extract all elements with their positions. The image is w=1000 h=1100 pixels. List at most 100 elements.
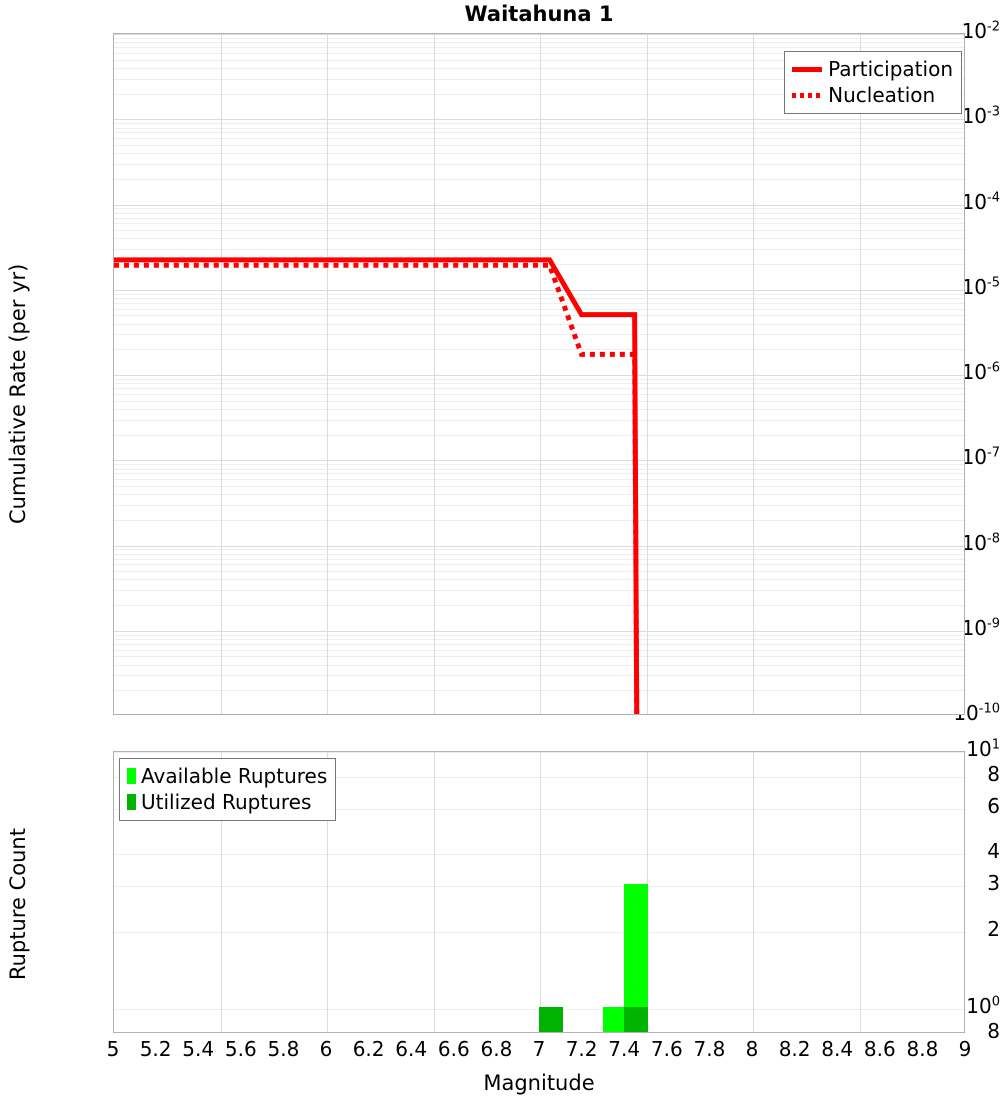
cumulative-rate-plot: Participation Nucleation: [113, 33, 965, 715]
y-tick-label: 100: [966, 994, 1000, 1019]
gridline-minor: [114, 505, 964, 506]
color-swatch-icon: [127, 768, 136, 784]
y-tick-label: 10-4: [961, 189, 1000, 214]
gridline-major: [114, 854, 964, 855]
gridline-minor: [114, 635, 964, 636]
gridline-minor: [114, 656, 964, 657]
legend-item[interactable]: Participation: [792, 56, 953, 82]
gridline-major: [753, 34, 754, 714]
gridline-major: [434, 752, 435, 1032]
legend-bottom[interactable]: Available Ruptures Utilized Ruptures: [119, 758, 337, 821]
gridline-minor: [114, 479, 964, 480]
gridline-minor: [114, 315, 964, 316]
x-tick-label: 7.6: [650, 1037, 683, 1061]
bar-available-ruptures: [602, 1007, 627, 1032]
x-tick-label: 7.8: [693, 1037, 726, 1061]
legend-label: Nucleation: [828, 83, 936, 107]
gridline-major: [114, 460, 964, 461]
gridline-minor: [114, 47, 964, 48]
gridline-minor: [114, 383, 964, 384]
y-axis-label-top: Cumulative Rate (per yr): [6, 263, 30, 524]
y-tick-label: 10-2: [961, 19, 1000, 43]
x-tick-label: 7.2: [565, 1037, 598, 1061]
x-tick-label: 7.4: [608, 1037, 641, 1061]
y-tick-label: 10-5: [961, 274, 1000, 299]
legend-top[interactable]: Participation Nucleation: [784, 51, 962, 114]
gridline-minor: [114, 249, 964, 250]
bar-utilized-ruptures: [623, 1007, 648, 1032]
gridline-major: [114, 809, 964, 810]
gridline-minor: [114, 230, 964, 231]
gridline-minor: [114, 298, 964, 299]
gridline-minor: [114, 42, 964, 43]
gridline-minor: [114, 123, 964, 124]
y-tick-label: 10-8: [961, 530, 1000, 555]
gridline-minor: [114, 650, 964, 651]
gridline-minor: [114, 264, 964, 265]
gridline-minor: [114, 401, 964, 402]
legend-label: Utilized Ruptures: [141, 790, 312, 814]
gridline-major: [327, 34, 328, 714]
solid-line-icon: [792, 66, 823, 72]
legend-item[interactable]: Available Ruptures: [127, 763, 327, 789]
gridline-minor: [114, 349, 964, 350]
gridline-minor: [114, 549, 964, 550]
gridline-major: [327, 752, 328, 1032]
x-tick-label: 6.8: [480, 1037, 513, 1061]
gridline-minor: [114, 68, 964, 69]
gridline-minor: [114, 388, 964, 389]
gridline-major: [114, 119, 964, 120]
gridline-minor: [114, 675, 964, 676]
gridline-minor: [114, 213, 964, 214]
x-tick-label: 6: [319, 1037, 333, 1061]
y-tick-label: 10-6: [961, 360, 1000, 384]
gridline-minor: [114, 379, 964, 380]
gridline-minor: [114, 153, 964, 154]
gridline-minor: [114, 644, 964, 645]
x-tick-label: 6.2: [352, 1037, 385, 1061]
y-tick-label: 10-9: [961, 615, 1000, 640]
y-axis-label-bottom: Rupture Count: [6, 828, 30, 980]
x-tick-label: 5: [106, 1037, 120, 1061]
gridline-major: [114, 375, 964, 376]
page-title: Waitahuna 1: [464, 2, 614, 26]
gridline-minor: [114, 164, 964, 165]
gridline-minor: [114, 690, 964, 691]
gridline-minor: [114, 486, 964, 487]
gridline-minor: [114, 138, 964, 139]
x-tick-label: 5.2: [139, 1037, 172, 1061]
gridline-minor: [114, 559, 964, 560]
gridline-minor: [114, 420, 964, 421]
gridline-minor: [114, 94, 964, 95]
gridline-major: [114, 631, 964, 632]
gridline-minor: [114, 464, 964, 465]
gridline-major: [434, 34, 435, 714]
legend-item[interactable]: Utilized Ruptures: [127, 789, 327, 815]
dotted-line-icon: [792, 92, 823, 98]
gridline-major: [114, 932, 964, 933]
gridline-minor: [114, 334, 964, 335]
gridline-minor: [114, 309, 964, 310]
gridline-major: [860, 34, 861, 714]
gridline-minor: [114, 579, 964, 580]
y-tick-label: 8: [987, 761, 1000, 786]
legend-item[interactable]: Nucleation: [792, 82, 953, 108]
x-axis-label: Magnitude: [483, 1071, 595, 1095]
y-tick-label: 4: [987, 839, 1000, 864]
x-tick-label: 5.8: [267, 1037, 300, 1061]
x-tick-label: 8.8: [906, 1037, 939, 1061]
gridline-minor: [114, 639, 964, 640]
gridline-major: [860, 752, 861, 1032]
y-tick-label: 2: [987, 916, 1000, 941]
gridline-minor: [114, 303, 964, 304]
gridline-minor: [114, 218, 964, 219]
x-tick-label: 5.4: [182, 1037, 215, 1061]
gridline-minor: [114, 435, 964, 436]
x-tick-label: 5.6: [224, 1037, 257, 1061]
gridline-minor: [114, 590, 964, 591]
gridline-minor: [114, 132, 964, 133]
x-tick-label: 8.6: [863, 1037, 896, 1061]
x-tick-label: 7: [532, 1037, 546, 1061]
gridline-minor: [114, 223, 964, 224]
